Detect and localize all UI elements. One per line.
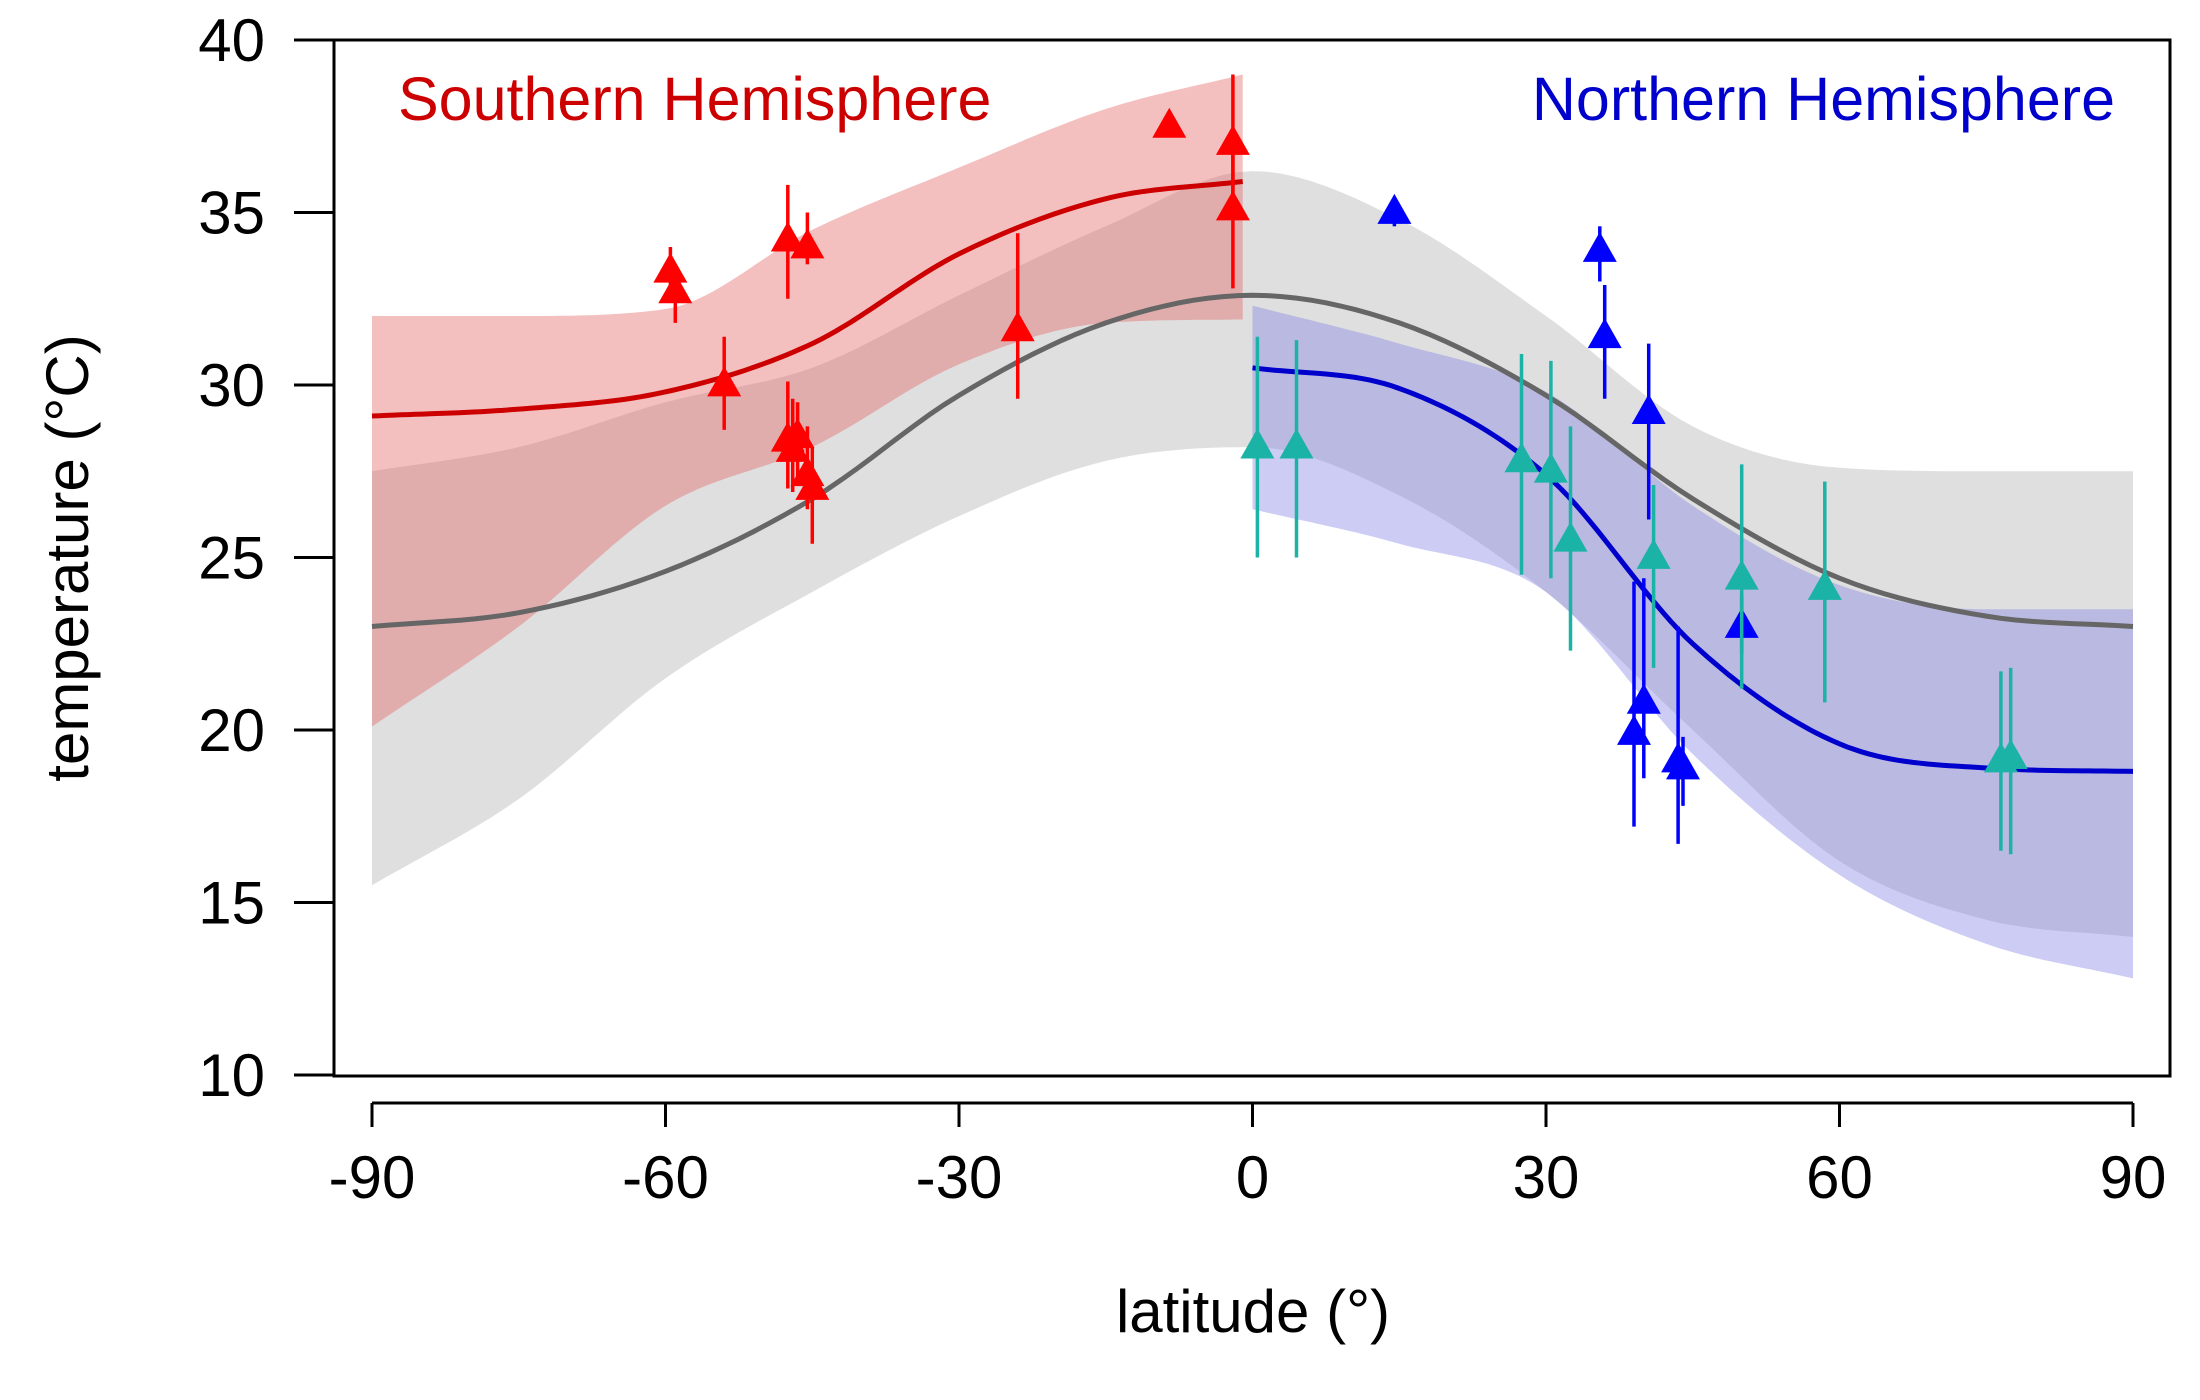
data-point-marker xyxy=(1215,124,1250,155)
x-tick-label: 90 xyxy=(2100,1144,2167,1211)
data-point-marker xyxy=(795,469,830,500)
data-point-marker xyxy=(1533,452,1568,483)
data-point-marker xyxy=(1617,714,1651,745)
x-axis-title: latitude (°) xyxy=(1116,1278,1390,1345)
data-point-marker xyxy=(1626,683,1661,714)
y-tick-label: 35 xyxy=(198,180,265,247)
data-point-marker xyxy=(653,252,688,283)
x-tick-label: -90 xyxy=(329,1144,416,1211)
data-point-marker xyxy=(1504,442,1539,473)
y-tick-label: 20 xyxy=(198,697,265,764)
data-point-marker xyxy=(1636,538,1671,569)
data-point-marker xyxy=(1666,749,1700,780)
band-global xyxy=(372,171,2133,938)
data-point-marker xyxy=(1631,394,1666,424)
y-axis: 10 15 20 25 30 35 40 xyxy=(198,7,336,1109)
data-point-marker xyxy=(1279,428,1314,459)
data-point-marker xyxy=(1993,739,2028,769)
data-point-marker xyxy=(1553,521,1588,552)
band-southern xyxy=(372,74,1243,727)
y-axis-title: temperature (°C) xyxy=(34,334,101,781)
curve-southern xyxy=(371,179,1243,419)
x-tick-label: 0 xyxy=(1236,1144,1269,1211)
data-point-marker xyxy=(1582,231,1617,262)
y-tick-label: 15 xyxy=(198,870,265,937)
data-point-marker xyxy=(1377,193,1412,224)
curve-northern xyxy=(1252,365,2134,774)
confidence-bands xyxy=(372,74,2133,979)
data-point-marker xyxy=(1152,107,1187,138)
x-tick-label: 60 xyxy=(1806,1144,1873,1211)
x-tick-label: 30 xyxy=(1513,1144,1580,1211)
y-tick-label: 10 xyxy=(198,1042,265,1109)
annotation-southern-hemisphere: Southern Hemisphere xyxy=(398,65,991,133)
x-tick-label: -30 xyxy=(916,1144,1003,1211)
data-point-marker xyxy=(1000,311,1035,342)
curve-global xyxy=(371,292,2134,629)
annotation-northern-hemisphere: Northern Hemisphere xyxy=(1532,65,2115,133)
x-tick-label: -60 xyxy=(622,1144,709,1211)
x-axis: -90 -60 -30 0 30 60 90 xyxy=(329,1101,2167,1211)
data-point-marker xyxy=(1215,190,1250,221)
data-point-marker xyxy=(770,221,805,252)
data-point-marker xyxy=(790,228,825,259)
y-tick-label: 30 xyxy=(198,352,265,419)
data-point-marker xyxy=(1587,318,1622,349)
y-tick-label: 40 xyxy=(198,7,265,74)
y-tick-label: 25 xyxy=(198,525,265,592)
data-point-marker xyxy=(1807,569,1842,600)
data-point-marker xyxy=(658,273,693,304)
data-point-marker xyxy=(1240,428,1275,459)
series-southern xyxy=(653,74,1250,544)
data-points xyxy=(653,74,2028,855)
data-point-marker xyxy=(707,366,742,397)
fitted-curves xyxy=(371,179,2134,774)
data-point-marker xyxy=(1724,559,1759,590)
series-northern-teal xyxy=(1240,336,2028,855)
